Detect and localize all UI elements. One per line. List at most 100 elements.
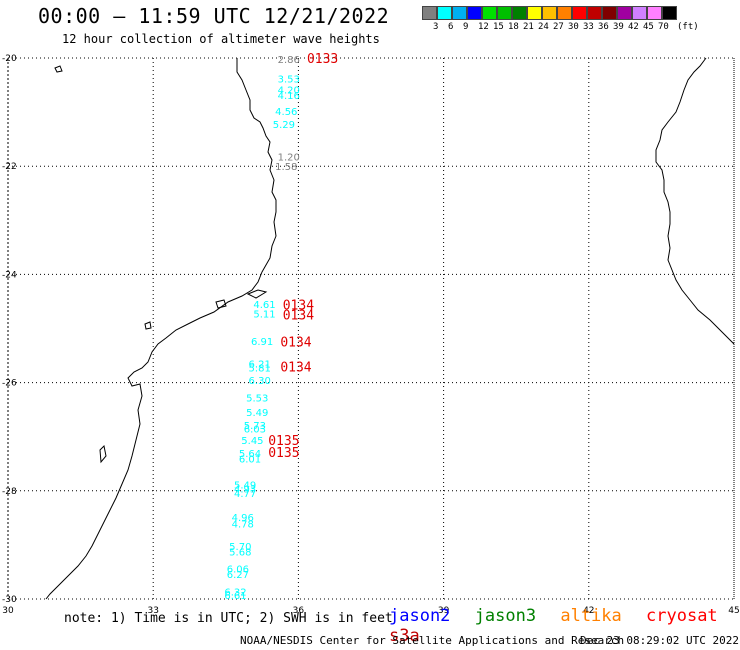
swh-reading: 4.96 (232, 513, 254, 524)
color-scale-label: 27 (553, 22, 564, 32)
swh-reading: 5.53 (246, 394, 268, 405)
swh-reading: 5.70 (229, 542, 251, 553)
swh-reading: 4.93 (234, 485, 256, 496)
coastline-island-2 (215, 299, 227, 309)
swh-reading: 4.20 (278, 85, 300, 96)
color-scale-label: 12 (478, 22, 489, 32)
swh-reading: 5.73 (244, 421, 266, 432)
swh-reading: 5.49 (234, 480, 256, 491)
color-scale-label: 9 (463, 22, 469, 32)
color-swatch (587, 6, 602, 20)
color-scale-label: 33 (583, 22, 594, 32)
color-scale-label: (ft) (677, 22, 699, 32)
color-swatch (542, 6, 557, 20)
color-swatch (662, 6, 677, 20)
swh-reading: 1.58 (275, 162, 297, 173)
color-swatch (572, 6, 587, 20)
color-swatch (512, 6, 527, 20)
color-scale-label: 18 (508, 22, 519, 32)
swh-reading: 5.45 (241, 436, 263, 447)
coastline-lake-3 (99, 444, 107, 464)
color-scale-label: 24 (538, 22, 549, 32)
lat-tick-label: -22 (2, 162, 17, 172)
lon-tick-label: 30 (2, 606, 14, 616)
longitude-ticks: 30 33 36 39 42 45 (2, 606, 739, 616)
latitude-ticks: -20 -22 -24 -26 -28 -30 (2, 54, 17, 605)
map-frame (7, 57, 735, 600)
color-swatch (527, 6, 542, 20)
swh-reading: 4.78 (232, 519, 254, 530)
color-swatch (452, 6, 467, 20)
swh-reading: 6.03 (244, 425, 266, 436)
color-swatch (647, 6, 662, 20)
lat-tick-label: -28 (2, 487, 17, 497)
lon-tick-label: 39 (438, 606, 450, 616)
swh-reading: 4.56 (275, 107, 297, 118)
satellite-legend: jason2 jason3 altika cryosat s3a (389, 606, 740, 646)
lat-tick-label: -30 (2, 595, 17, 605)
swh-reading: 5.81 (249, 363, 271, 374)
color-scale-label: 30 (568, 22, 579, 32)
color-scale-labels: 3 6 9 12 15 18 21 24 27 30 33 36 39 42 45 70 (ft) (422, 22, 740, 34)
page-subtitle: 12 hour collection of altimeter wave hei… (62, 32, 380, 46)
swh-reading: 5.49 (246, 408, 268, 419)
swh-reading: 5.11 (253, 309, 275, 320)
color-swatch (602, 6, 617, 20)
color-scale-label: 21 (523, 22, 534, 32)
color-swatch (632, 6, 647, 20)
swh-reading: 4.16 (278, 91, 300, 102)
swh-reading: 6.06 (227, 565, 249, 576)
color-swatch (467, 6, 482, 20)
color-swatch (437, 6, 452, 20)
swh-reading: 6.21 (249, 360, 271, 371)
color-scale-bar (422, 6, 677, 20)
credit-text: NOAA/NESDIS Center for Satellite Applica… (240, 634, 625, 647)
pass-label: 0134 (283, 299, 314, 314)
map-grid (7, 57, 735, 600)
pass-label: 0134 (280, 360, 311, 375)
pass-label: 0134 (280, 335, 311, 350)
color-scale-label: 3 (433, 22, 439, 32)
generation-timestamp: Dec 23 08:29:02 UTC 2022 (580, 634, 739, 647)
lon-tick-label: 33 (147, 606, 158, 616)
page-title: 00:00 – 11:59 UTC 12/21/2022 (38, 4, 390, 28)
swh-reading: 6.30 (249, 376, 271, 387)
satellite-cryosat: cryosat (646, 606, 718, 626)
swh-reading: 2.86 (278, 55, 300, 66)
color-scale-label: 15 (493, 22, 504, 32)
pass-label: 0134 (283, 308, 314, 323)
color-swatch (422, 6, 437, 20)
lon-tick-label: 45 (728, 606, 739, 616)
color-scale-label: 42 (628, 22, 639, 32)
coastline-island-1 (246, 289, 268, 299)
swh-reading: 5.68 (229, 547, 251, 558)
coastline-lake-2 (144, 321, 152, 330)
swh-reading: 6.91 (251, 337, 273, 348)
satellite-altika: altika (560, 606, 622, 626)
swh-reading: 4.77 (234, 489, 256, 500)
color-swatch (557, 6, 572, 20)
swh-readings: 2.86 3.534.204.16 4.56 5.29 1.201.58 4.615.11… (224, 55, 300, 602)
color-scale-label: 45 (643, 22, 654, 32)
color-scale-label: 36 (598, 22, 609, 32)
coastline (45, 57, 735, 600)
coastline-africa (45, 58, 277, 600)
swh-reading: 6.27 (227, 570, 249, 581)
satellite-jason3: jason3 (474, 606, 537, 626)
swh-reading: 4.61 (253, 300, 275, 311)
lat-tick-label: -24 (2, 270, 17, 280)
note-text: note: 1) Time is in UTC; 2) SWH is in fe… (64, 611, 393, 626)
coastline-madagascar (655, 57, 735, 345)
pass-label: 0135 (268, 434, 299, 449)
swh-reading: 6.61 (224, 591, 246, 602)
swh-reading: 1.20 (278, 152, 300, 163)
lon-tick-label: 36 (293, 606, 305, 616)
satellite-jason2: jason2 (389, 606, 451, 626)
swh-reading: 6.32 (224, 587, 246, 598)
lon-tick-label: 42 (583, 606, 594, 616)
lat-tick-label: -26 (2, 379, 17, 389)
color-scale-label: 6 (448, 22, 454, 32)
satellite-s3a: s3a (389, 626, 420, 646)
swh-reading: 5.64 (239, 449, 261, 460)
